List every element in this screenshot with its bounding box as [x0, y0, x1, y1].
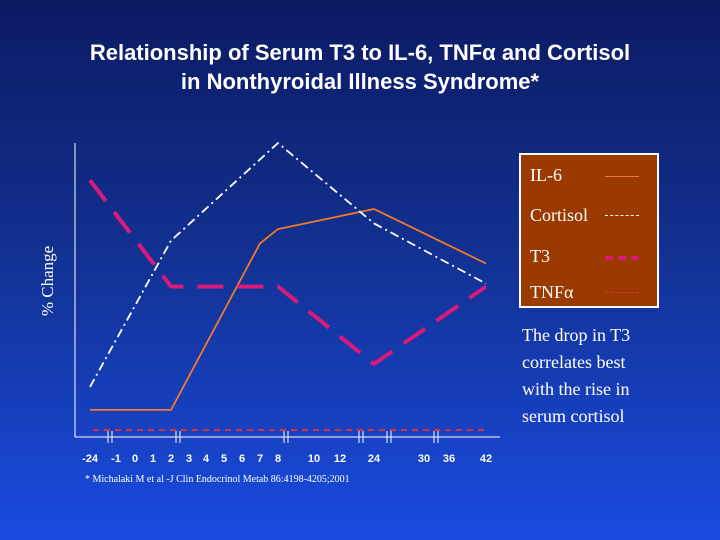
slide-title: Relationship of Serum T3 to IL-6, TNFα a…: [20, 38, 700, 96]
x-tick-label: 0: [132, 453, 138, 465]
note-line: correlates best: [522, 352, 626, 372]
x-tick-label: 10: [308, 453, 320, 465]
legend-swatch-cortisol: [605, 215, 639, 216]
x-tick-label: 6: [239, 453, 245, 465]
legend-swatch-tnf: [605, 292, 639, 293]
chart-series: [88, 142, 488, 431]
x-tick-label: 5: [221, 453, 227, 465]
series-line-cortisol: [89, 142, 487, 388]
series-line-il6: [90, 208, 487, 411]
y-axis-label: % Change: [38, 245, 57, 317]
x-tick-label: 7: [257, 453, 263, 465]
legend-swatch-t3: [605, 256, 639, 260]
legend-label-il6: IL-6: [530, 165, 562, 185]
x-tick-label: 36: [443, 453, 455, 465]
x-tick-label: -1: [111, 453, 121, 465]
chart-axes: [74, 143, 500, 443]
legend-label-t3: T3: [530, 246, 550, 266]
legend-label-cortisol: Cortisol: [530, 205, 589, 225]
series-line-t3: [88, 179, 488, 366]
x-tick-label: 24: [368, 453, 381, 465]
x-tick-label: 30: [418, 453, 430, 465]
legend-swatch-il6: [605, 176, 639, 177]
x-tick-label: 12: [334, 453, 346, 465]
x-tick-label: 4: [203, 453, 210, 465]
note-line: with the rise in: [522, 379, 630, 399]
x-tick-label: 1: [150, 453, 156, 465]
title-line-1: Relationship of Serum T3 to IL-6, TNFα a…: [89, 40, 631, 65]
title-line-2: in Nonthyroidal Illness Syndrome*: [180, 69, 540, 94]
note-line: The drop in T3: [522, 325, 631, 345]
x-tick-label: 2: [168, 453, 174, 465]
x-tick-label: 8: [275, 453, 281, 465]
x-tick-label: -24: [82, 453, 99, 465]
annotation-note: The drop in T3 correlates best with the …: [522, 322, 712, 430]
x-tick-label: 3: [186, 453, 192, 465]
x-tick-label: 42: [480, 453, 492, 465]
chart-legend: IL-6 Cortisol T3 TNFα: [519, 153, 659, 308]
citation-footnote: * Michalaki M et al -J Clin Endocrinol M…: [85, 474, 350, 485]
chart-tick-labels: -24 -1 0 1 2 3 4 5 6 7 8 10 12 24 30 36 42: [82, 453, 492, 465]
legend-label-tnf: TNFα: [530, 282, 574, 302]
note-line: serum cortisol: [522, 406, 625, 426]
